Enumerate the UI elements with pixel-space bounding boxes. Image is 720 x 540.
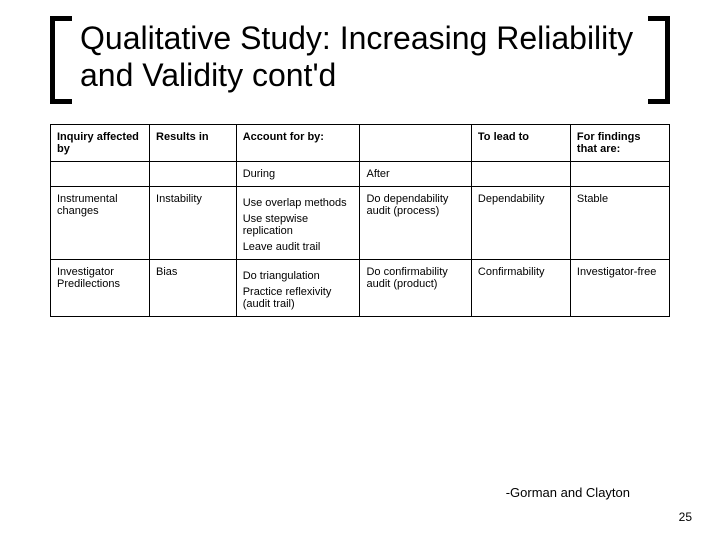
slide: Qualitative Study: Increasing Reliabilit…	[0, 0, 720, 540]
during-line: Use stepwise replication	[243, 213, 354, 237]
cell-results: Bias	[150, 259, 237, 316]
attribution-text: -Gorman and Clayton	[506, 485, 630, 500]
cell-after: Do dependability audit (process)	[360, 186, 471, 259]
cell-findings: Investigator-free	[570, 259, 669, 316]
cell-after: Do confirmability audit (product)	[360, 259, 471, 316]
page-number: 25	[679, 510, 692, 524]
col-inquiry: Inquiry affected by	[51, 124, 150, 161]
col-account: Account for by:	[236, 124, 360, 161]
cell-during: Do triangulation Practice reflexivity (a…	[236, 259, 360, 316]
reliability-table: Inquiry affected by Results in Account f…	[50, 124, 670, 317]
subhead-empty	[51, 161, 150, 186]
table-row: Investigator Predilections Bias Do trian…	[51, 259, 670, 316]
col-blank	[360, 124, 471, 161]
during-line: Practice reflexivity (audit trail)	[243, 286, 354, 310]
cell-findings: Stable	[570, 186, 669, 259]
subhead-empty	[471, 161, 570, 186]
cell-lead: Confirmability	[471, 259, 570, 316]
col-results: Results in	[150, 124, 237, 161]
cell-inquiry: Investigator Predilections	[51, 259, 150, 316]
cell-during: Use overlap methods Use stepwise replica…	[236, 186, 360, 259]
during-line: Use overlap methods	[243, 197, 354, 209]
subhead-empty	[150, 161, 237, 186]
title-container: Qualitative Study: Increasing Reliabilit…	[50, 20, 670, 94]
cell-lead: Dependability	[471, 186, 570, 259]
cell-results: Instability	[150, 186, 237, 259]
bracket-right-icon	[648, 16, 670, 104]
subhead-empty	[570, 161, 669, 186]
col-lead: To lead to	[471, 124, 570, 161]
table-header-row: Inquiry affected by Results in Account f…	[51, 124, 670, 161]
during-line: Leave audit trail	[243, 241, 354, 253]
table-subheader-row: During After	[51, 161, 670, 186]
subhead-during: During	[236, 161, 360, 186]
cell-inquiry: Instrumental changes	[51, 186, 150, 259]
page-title: Qualitative Study: Increasing Reliabilit…	[80, 20, 640, 94]
col-findings: For findings that are:	[570, 124, 669, 161]
bracket-left-icon	[50, 16, 72, 104]
subhead-after: After	[360, 161, 471, 186]
table-row: Instrumental changes Instability Use ove…	[51, 186, 670, 259]
during-line: Do triangulation	[243, 270, 354, 282]
